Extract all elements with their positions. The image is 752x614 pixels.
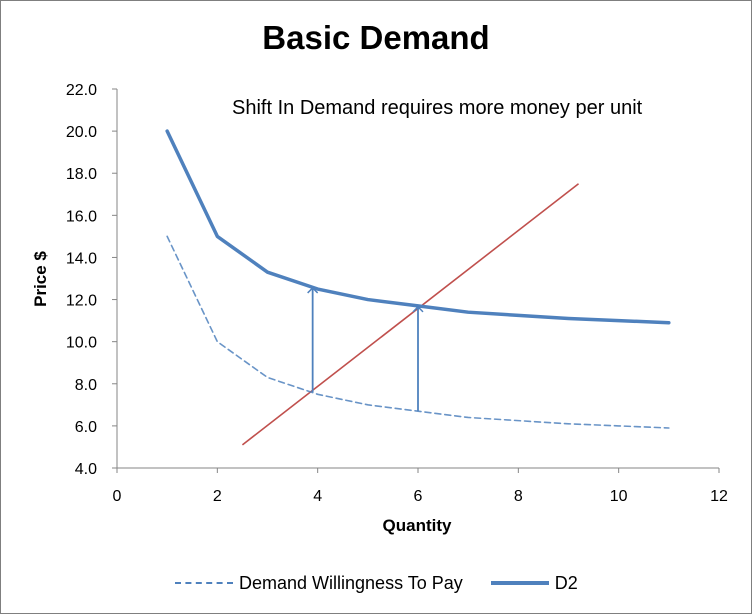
y-tick-label: 6.0 [75, 419, 97, 436]
x-tick-label: 6 [414, 488, 423, 505]
y-tick-label: 16.0 [66, 208, 97, 225]
y-axis-label: Price $ [31, 251, 50, 307]
x-tick-label: 10 [610, 488, 628, 505]
x-tick-label: 4 [313, 488, 322, 505]
y-tick-label: 10.0 [66, 335, 97, 352]
legend: Demand Willingness To Pay D2 [175, 571, 606, 595]
annotation-text: Shift In Demand requires more money per … [232, 97, 643, 119]
chart-title: Basic Demand [262, 19, 490, 56]
x-tick-label: 12 [710, 488, 728, 505]
legend-swatch-dashed [175, 582, 233, 584]
y-tick-label: 18.0 [66, 166, 97, 183]
legend-item-d2: D2 [490, 572, 578, 594]
y-tick-label: 14.0 [66, 250, 97, 267]
legend-swatch-solid [490, 581, 549, 585]
y-tick-label: 4.0 [75, 461, 97, 478]
x-tick-label: 0 [113, 488, 122, 505]
x-tick-label: 8 [514, 488, 523, 505]
legend-label-d2: D2 [554, 572, 578, 593]
y-tick-label: 8.0 [75, 377, 97, 394]
y-tick-label: 22.0 [66, 82, 97, 99]
y-tick-label: 12.0 [66, 293, 97, 310]
x-tick-label: 2 [213, 488, 222, 505]
legend-item-demand: Demand Willingness To Pay [175, 573, 463, 594]
supply-line [241, 183, 580, 446]
y-tick-label: 20.0 [66, 124, 97, 141]
legend-label-demand: Demand Willingness To Pay [239, 572, 463, 593]
x-axis-label: Quantity [382, 516, 452, 535]
series-line-d2 [165, 129, 671, 325]
